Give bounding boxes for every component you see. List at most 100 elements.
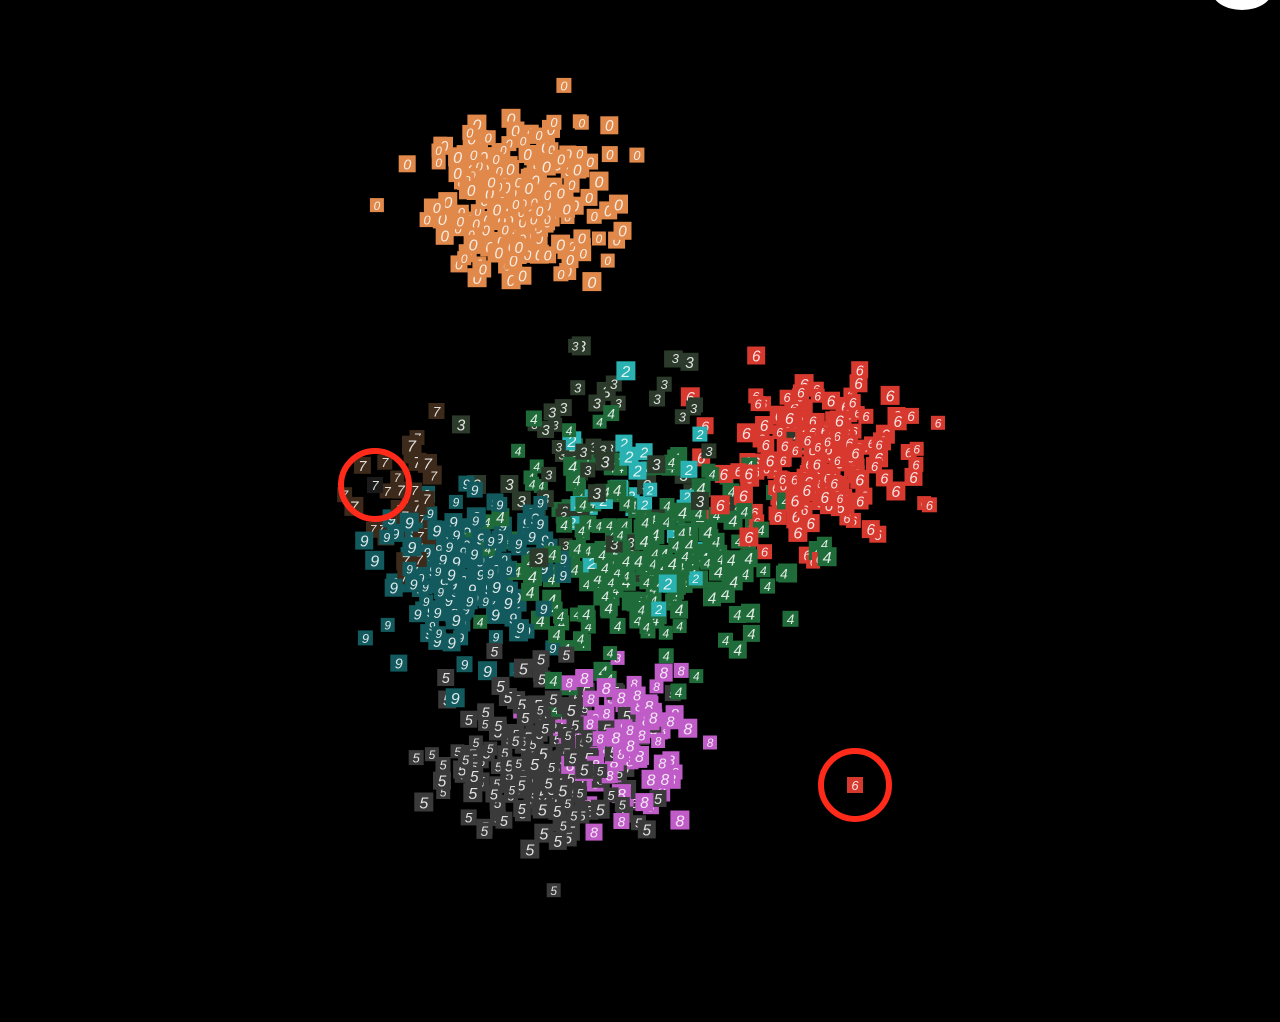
- digit-glyph: 5: [554, 834, 563, 851]
- digit-glyph: 0: [550, 115, 558, 130]
- digit-glyph: 4: [733, 608, 741, 624]
- digit-point: 3: [667, 350, 683, 366]
- digit-glyph: 4: [533, 460, 540, 474]
- digit-glyph: 6: [761, 545, 769, 560]
- digit-glyph: 7: [371, 478, 379, 493]
- digit-point: 6: [832, 491, 847, 506]
- digit-glyph: 4: [703, 524, 712, 542]
- digit-glyph: 2: [654, 602, 662, 617]
- digit-point: 4: [739, 549, 758, 568]
- digit-points-layer: 5953529565440890546466696008660494580658…: [337, 77, 945, 898]
- digit-thumbnail: [931, 415, 945, 430]
- digit-glyph: 5: [512, 734, 520, 749]
- digit-point: 4: [639, 575, 654, 590]
- digit-glyph: 5: [577, 787, 584, 801]
- digit-glyph: 2: [662, 576, 672, 593]
- digit-glyph: 9: [395, 657, 403, 673]
- digit-point: 3: [575, 443, 592, 460]
- digit-glyph: 9: [437, 586, 444, 600]
- digit-glyph: 5: [440, 786, 447, 800]
- digit-glyph: 6: [762, 438, 770, 454]
- digit-glyph: 4: [640, 533, 649, 551]
- digit-glyph: 9: [360, 534, 369, 551]
- digit-point: 9: [465, 545, 483, 564]
- digit-point: 2: [619, 446, 639, 467]
- digit-glyph: 3: [653, 392, 661, 407]
- digit-glyph: 0: [433, 201, 441, 217]
- digit-point: 4: [670, 683, 687, 700]
- digit-point: 6: [769, 507, 787, 526]
- digit-glyph: 3: [457, 417, 466, 434]
- digit-glyph: 9: [447, 635, 456, 652]
- digit-point: 5: [546, 883, 561, 898]
- digit-point: 9: [365, 550, 385, 571]
- digit-point: 7: [418, 491, 435, 507]
- digit-glyph: 7: [381, 455, 389, 470]
- digit-glyph: 3: [661, 377, 668, 392]
- digit-point: 4: [637, 514, 654, 531]
- digit-point: 9: [442, 633, 461, 652]
- digit-glyph: 4: [622, 555, 630, 571]
- digit-thumbnail: [670, 600, 689, 619]
- digit-point: 3: [452, 415, 470, 434]
- digit-point: 9: [498, 593, 518, 613]
- digit-point: 5: [478, 716, 493, 732]
- digit-glyph: 0: [512, 197, 520, 212]
- digit-point: 9: [419, 594, 434, 609]
- digit-point: 4: [568, 539, 586, 558]
- digit-glyph: 4: [760, 564, 767, 578]
- digit-point: 5: [497, 745, 513, 761]
- digit-thumbnail: [849, 374, 868, 393]
- digit-point: 9: [446, 610, 466, 630]
- digit-point: 0: [546, 114, 562, 130]
- digit-glyph: 0: [511, 123, 520, 140]
- digit-point: 2: [651, 601, 667, 617]
- digit-point: 2: [643, 482, 658, 497]
- digit-glyph: 5: [465, 811, 473, 826]
- digit-glyph: 8: [614, 652, 621, 666]
- digit-point: 9: [357, 630, 373, 646]
- digit-glyph: 0: [544, 248, 552, 264]
- digit-glyph: 5: [501, 746, 509, 761]
- digit-point: 4: [556, 516, 573, 533]
- digit-glyph: 9: [540, 602, 548, 617]
- digit-point: 9: [466, 481, 483, 498]
- digit-glyph: 4: [708, 590, 717, 607]
- digit-point: 5: [504, 783, 519, 798]
- digit-glyph: 6: [779, 472, 787, 487]
- digit-glyph: 4: [617, 528, 624, 542]
- digit-point: 0: [487, 200, 506, 219]
- digit-point: 0: [508, 196, 524, 212]
- digit-glyph: 9: [407, 539, 416, 557]
- digit-glyph: 9: [445, 593, 454, 610]
- digit-glyph: 8: [597, 732, 605, 747]
- digit-point: 0: [465, 146, 482, 163]
- digit-thumbnail: [511, 443, 526, 458]
- digit-glyph: 0: [618, 224, 627, 241]
- digit-glyph: 3: [685, 355, 694, 372]
- digit-glyph: 9: [427, 507, 434, 521]
- digit-point: 9: [482, 566, 498, 582]
- digit-glyph: 5: [654, 792, 663, 808]
- digit-glyph: 5: [537, 652, 546, 668]
- digit-glyph: 5: [548, 760, 556, 775]
- digit-point: 5: [548, 831, 567, 851]
- digit-point: 8: [582, 690, 599, 707]
- digit-point: 9: [511, 619, 529, 637]
- digit-glyph: 0: [557, 267, 565, 282]
- digit-glyph: 5: [550, 884, 557, 898]
- digit-glyph: 9: [383, 530, 390, 545]
- digit-point: 0: [452, 213, 469, 229]
- digit-glyph: 5: [482, 705, 491, 721]
- digit-glyph: 0: [578, 116, 585, 130]
- digit-point: 8: [613, 813, 630, 829]
- digit-glyph: 4: [606, 519, 613, 533]
- digit-glyph: 6: [804, 433, 812, 448]
- digit-point: 9: [478, 661, 497, 681]
- digit-glyph: 4: [668, 455, 675, 470]
- digit-glyph: 0: [557, 153, 565, 169]
- digit-point: 8: [606, 727, 626, 748]
- digit-glyph: 6: [886, 388, 895, 406]
- digit-point: 5: [560, 796, 575, 811]
- digit-glyph: 4: [780, 567, 788, 582]
